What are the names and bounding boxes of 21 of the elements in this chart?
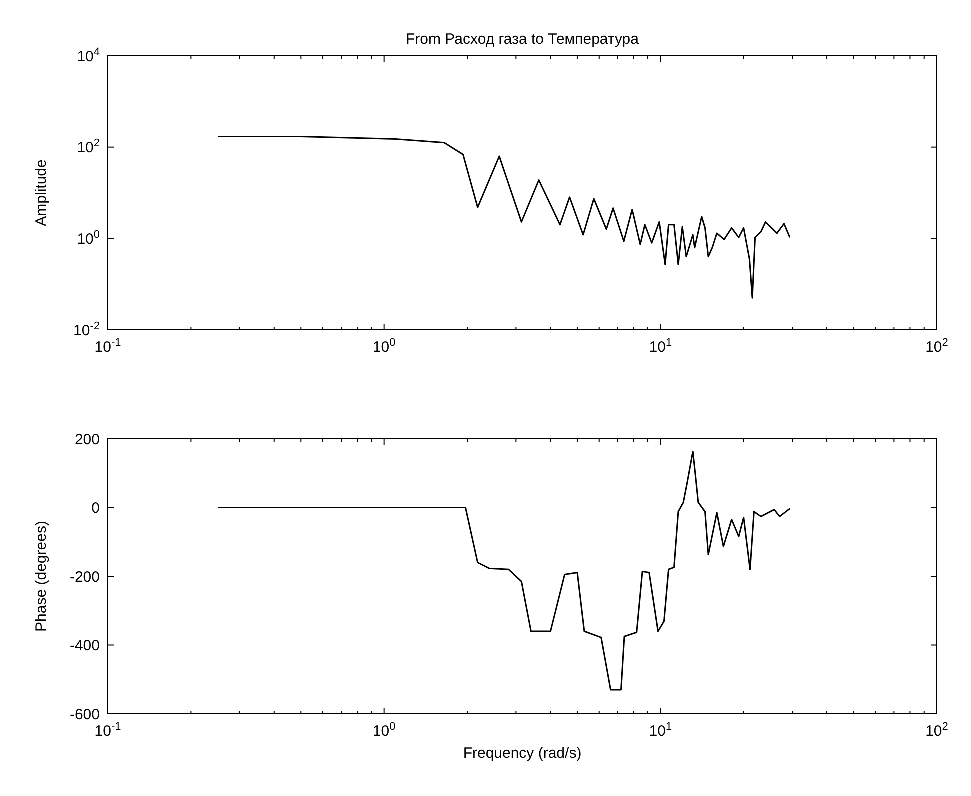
y-axis-title: Amplitude — [33, 160, 50, 226]
x-tick-label: 10$^{-1}$ — [94, 337, 122, 356]
x-tick-label: 10$^{2}$ — [926, 337, 948, 356]
y-tick-label: 200 — [74, 431, 100, 448]
x-tick-label: 10$^{1}$ — [649, 337, 672, 356]
y-axis-title: Phase (degrees) — [33, 521, 50, 632]
y-tick-label: 10$^{4}$ — [77, 46, 100, 66]
y-tick-label: 10$^{-2}$ — [74, 320, 100, 340]
x-tick-label: 10$^{2}$ — [926, 721, 948, 740]
x-tick-label: 10$^{0}$ — [372, 337, 396, 356]
y-tick-label: -600 — [70, 706, 100, 724]
x-axis-title: Frequency (rad/s) — [463, 745, 582, 762]
y-tick-label: 10$^{2}$ — [77, 138, 100, 157]
y-tick-label: 0 — [92, 500, 100, 517]
x-tick-label: 10$^{1}$ — [649, 721, 672, 740]
y-tick-label: -200 — [70, 568, 100, 586]
x-tick-label: 10$^{0}$ — [372, 721, 396, 740]
y-tick-label: 10$^{0}$ — [77, 228, 100, 248]
chart-title: From Расход газа to Температура — [406, 31, 640, 48]
y-tick-label: -400 — [70, 638, 100, 654]
x-tick-label: 10$^{-1}$ — [94, 721, 122, 740]
